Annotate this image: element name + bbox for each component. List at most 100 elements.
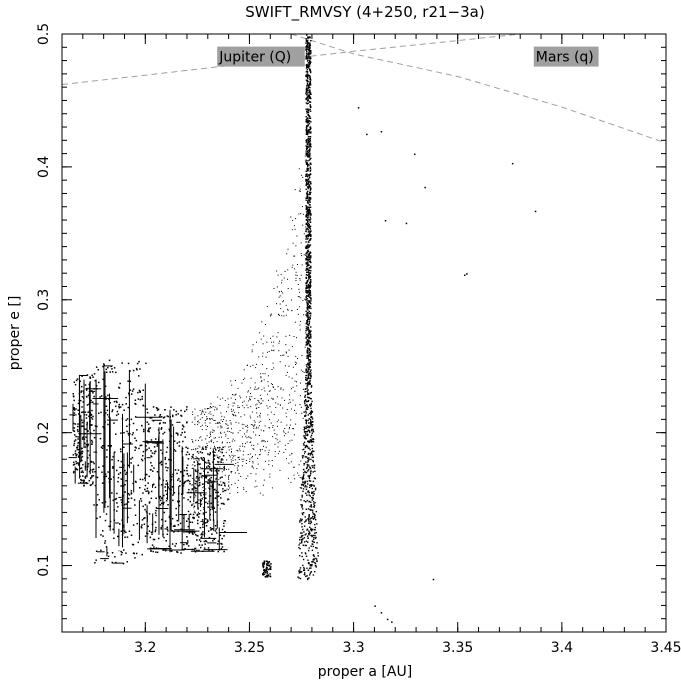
data-point: [312, 545, 314, 548]
data-point: [310, 528, 313, 531]
data-point: [306, 103, 308, 105]
data-point: [222, 502, 224, 505]
data-point: [309, 153, 311, 156]
data-point: [308, 475, 310, 478]
data-point: [305, 291, 307, 293]
data-point: [308, 36, 310, 39]
data-point: [220, 484, 223, 486]
data-point: [237, 465, 239, 467]
data-point: [237, 407, 239, 408]
data-point: [309, 216, 311, 218]
data-point: [309, 448, 311, 451]
data-point: [134, 504, 136, 506]
data-point: [299, 477, 301, 479]
data-point: [145, 510, 148, 513]
data-point: [117, 459, 120, 462]
data-point: [272, 350, 274, 352]
data-point: [280, 387, 282, 389]
data-point: [195, 456, 197, 458]
data-point: [219, 449, 221, 451]
data-point: [309, 280, 312, 282]
data-point: [306, 66, 308, 68]
data-point: [81, 425, 83, 428]
data-point: [298, 546, 300, 549]
data-point: [94, 379, 96, 382]
data-point: [111, 410, 113, 413]
data-point: [307, 559, 309, 561]
data-point: [305, 175, 306, 177]
data-point: [306, 387, 308, 389]
data-point: [217, 396, 219, 398]
data-point: [308, 359, 310, 361]
data-point: [305, 139, 308, 141]
data-point: [309, 170, 311, 172]
data-point: [249, 398, 251, 400]
data-point: [141, 424, 143, 427]
data-point: [147, 482, 149, 484]
data-point: [306, 280, 309, 282]
data-point: [210, 435, 212, 437]
data-point: [212, 484, 214, 486]
data-point: [307, 392, 309, 394]
data-point: [306, 282, 308, 284]
data-point: [238, 456, 240, 458]
data-point: [279, 340, 280, 342]
data-point: [206, 475, 208, 478]
data-point: [274, 455, 276, 457]
data-point: [276, 396, 278, 398]
data-point: [203, 486, 205, 488]
data-point: [305, 152, 307, 154]
data-point: [171, 543, 174, 545]
data-point: [90, 413, 92, 415]
data-point: [315, 558, 318, 560]
data-point: [305, 276, 308, 279]
data-point: [308, 65, 311, 67]
data-point: [258, 435, 260, 436]
data-point: [303, 444, 305, 446]
data-point: [310, 473, 312, 475]
data-point: [307, 99, 310, 102]
data-point: [261, 402, 263, 404]
data-point: [306, 235, 308, 237]
data-point: [220, 425, 222, 427]
data-point: [306, 385, 308, 387]
data-point: [80, 391, 82, 393]
data-point: [221, 415, 223, 417]
data-point: [307, 183, 309, 185]
data-point: [268, 561, 271, 563]
data-point: [227, 498, 229, 500]
data-point: [308, 360, 310, 362]
data-point: [310, 545, 312, 547]
data-point: [287, 355, 289, 357]
data-point: [301, 484, 303, 486]
data-point: [259, 454, 261, 456]
data-point: [301, 494, 303, 497]
data-point: [226, 423, 228, 425]
data-point: [227, 427, 229, 429]
data-point: [311, 411, 314, 413]
data-point: [305, 162, 308, 164]
data-point: [120, 530, 123, 532]
data-point: [215, 471, 217, 473]
data-point: [307, 578, 309, 581]
data-point: [90, 416, 93, 419]
data-point: [91, 409, 93, 412]
data-point: [310, 335, 312, 337]
data-point: [123, 446, 125, 448]
data-point: [310, 255, 312, 257]
data-point: [305, 119, 307, 121]
data-point: [298, 474, 300, 476]
data-point: [299, 188, 301, 190]
data-point: [197, 519, 199, 522]
data-point: [310, 529, 312, 531]
data-point: [306, 83, 309, 85]
data-point: [81, 419, 83, 421]
data-point: [311, 496, 313, 499]
data-point: [88, 479, 91, 482]
data-point: [230, 422, 232, 424]
data-point: [157, 441, 159, 443]
data-point: [107, 445, 110, 447]
data-point: [310, 376, 312, 378]
data-point: [308, 254, 311, 256]
data-point: [256, 468, 258, 470]
